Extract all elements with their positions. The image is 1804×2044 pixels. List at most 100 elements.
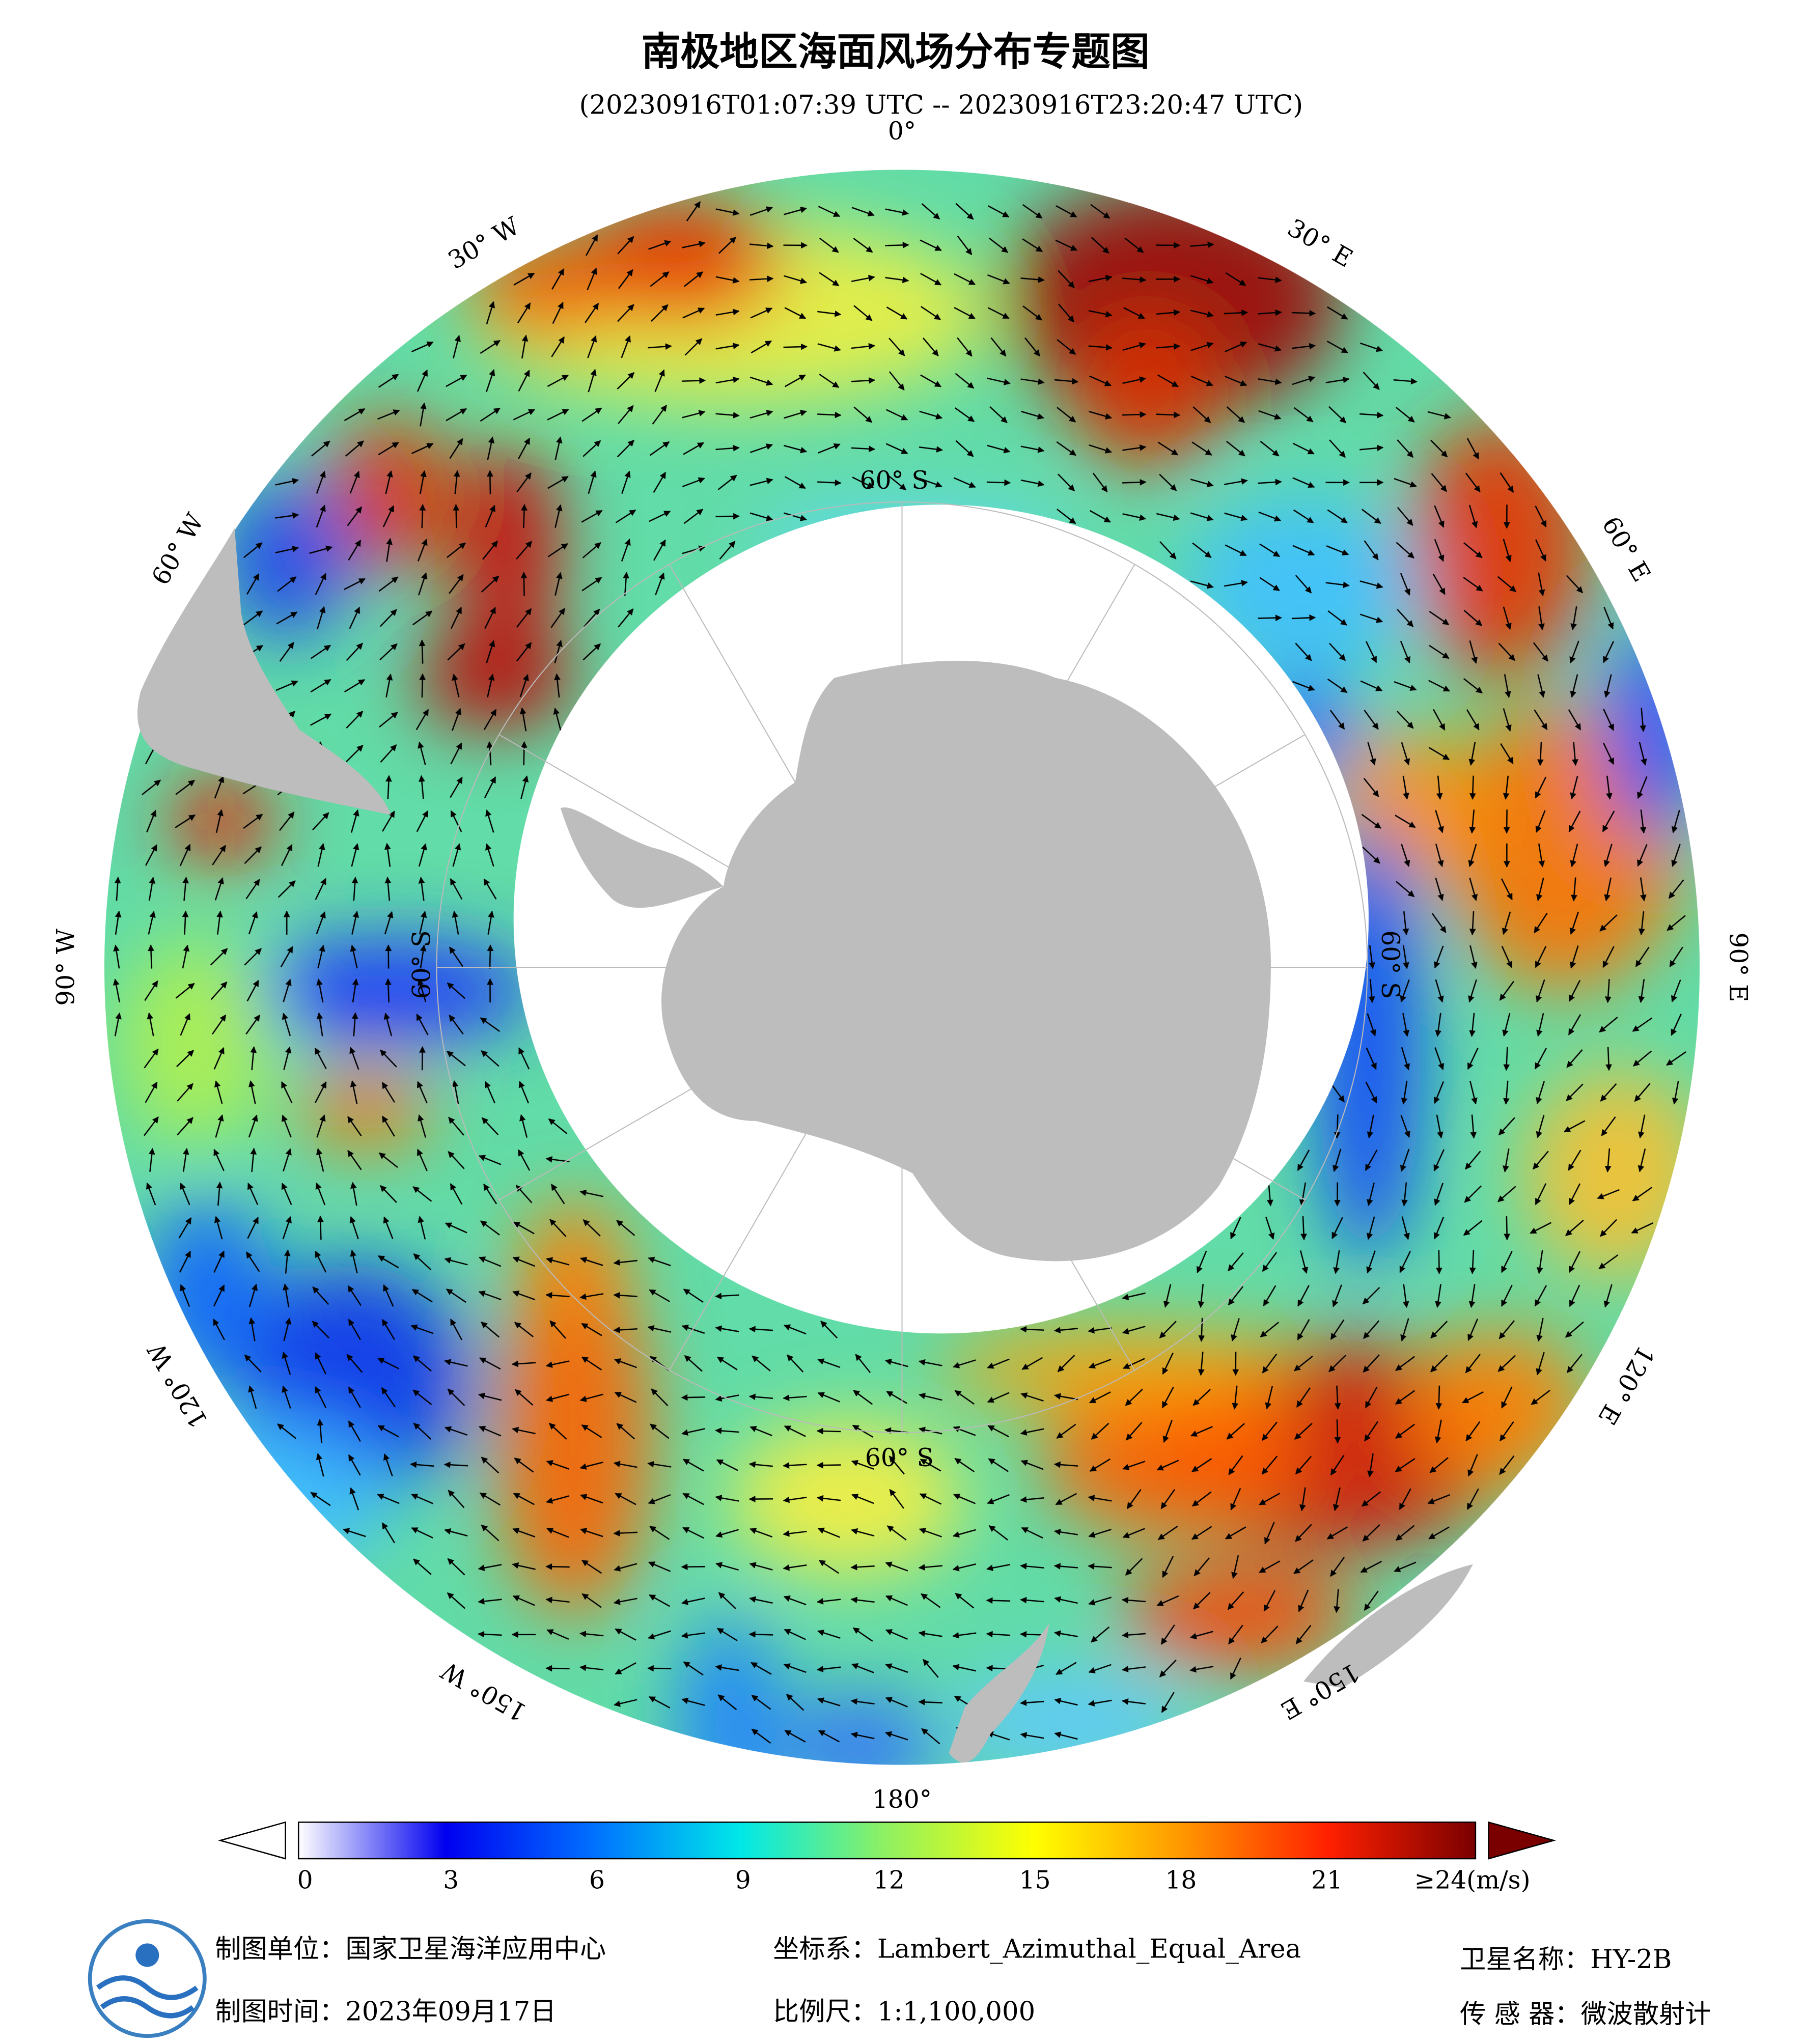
- wind-arrow: [349, 1047, 359, 1070]
- wind-arrow: [350, 944, 358, 969]
- wind-arrow: [483, 1183, 497, 1205]
- wind-arrow: [1196, 1250, 1207, 1273]
- wind-arrow: [1666, 1051, 1686, 1066]
- wind-arrow: [1533, 642, 1548, 662]
- wind-arrow: [716, 1628, 738, 1641]
- wind-arrow: [179, 1250, 191, 1273]
- wind-arrow: [954, 1390, 975, 1405]
- wind-arrow: [1125, 1388, 1143, 1406]
- wind-arrow: [987, 274, 1010, 285]
- wind-arrow: [1497, 1186, 1516, 1202]
- wind-arrow: [1294, 1422, 1313, 1440]
- wind-arrow: [1122, 342, 1146, 351]
- wind-arrow: [351, 1012, 358, 1037]
- wind-arrow: [1126, 1489, 1142, 1509]
- wind-arrow: [885, 409, 908, 421]
- wind-arrow: [1536, 1352, 1545, 1376]
- wind-arrow: [281, 1081, 293, 1104]
- wind-arrow: [1121, 1597, 1146, 1604]
- wind-arrow: [1091, 237, 1109, 254]
- wind-arrow: [1435, 1284, 1441, 1308]
- wind-arrow: [280, 946, 293, 968]
- wind-arrow: [412, 610, 433, 626]
- wind-arrow: [649, 511, 671, 522]
- wind-arrow: [1401, 742, 1410, 766]
- wind-arrow: [1637, 844, 1648, 867]
- wind-arrow: [889, 1489, 904, 1509]
- wind-arrow: [1330, 1557, 1345, 1577]
- wind-arrow: [1401, 1182, 1408, 1207]
- wind-arrow: [550, 1184, 565, 1205]
- wind-arrow: [715, 1529, 739, 1538]
- wind-arrow: [446, 374, 467, 387]
- wind-arrow: [1088, 344, 1113, 351]
- wind-arrow: [1327, 306, 1348, 320]
- wind-arrow: [1605, 1047, 1612, 1071]
- wind-arrow: [148, 877, 156, 901]
- wind-arrow: [315, 1386, 327, 1408]
- wind-arrow: [816, 1495, 841, 1502]
- wind-arrow: [411, 1527, 433, 1538]
- wind-arrow: [919, 1528, 942, 1537]
- wind-arrow: [1498, 642, 1515, 661]
- wind-arrow: [1325, 376, 1350, 383]
- wind-arrow: [1503, 1080, 1510, 1105]
- wind-arrow: [783, 1530, 807, 1537]
- wind-arrow: [1568, 1014, 1581, 1035]
- wind-arrow: [478, 1392, 502, 1401]
- wind-arrow: [648, 343, 672, 350]
- wind-arrow: [653, 539, 666, 561]
- wind-arrow: [1020, 378, 1045, 385]
- wind-arrow: [1568, 1150, 1581, 1171]
- wind-arrow: [351, 911, 359, 935]
- wind-arrow: [445, 1222, 467, 1234]
- wind-arrow: [148, 944, 154, 969]
- wind-arrow: [1399, 1251, 1411, 1273]
- wind-arrow: [244, 948, 262, 966]
- wind-arrow: [784, 1629, 806, 1640]
- wind-arrow: [579, 1462, 603, 1470]
- wind-arrow: [513, 409, 536, 421]
- lat-label: 60° S: [865, 1444, 934, 1472]
- lat-label: 60° S: [860, 466, 929, 495]
- wind-arrow: [1568, 1183, 1581, 1206]
- wind-arrow: [1637, 776, 1648, 799]
- wind-arrow: [1230, 1488, 1241, 1510]
- wind-arrow: [718, 1592, 737, 1609]
- wind-arrow: [955, 440, 974, 457]
- wind-arrow: [988, 237, 1009, 253]
- wind-arrow: [481, 1524, 499, 1542]
- wind-arrow: [1020, 1631, 1044, 1638]
- wind-arrow: [480, 1220, 500, 1236]
- wind-arrow: [1163, 1284, 1172, 1308]
- wind-arrow: [649, 1594, 671, 1607]
- wind-arrow: [1360, 680, 1383, 691]
- wind-arrow: [1332, 1284, 1342, 1307]
- wind-arrow: [518, 1047, 530, 1070]
- wind-arrow: [582, 1219, 601, 1237]
- wind-arrow: [380, 1185, 397, 1203]
- wind-arrow: [783, 1564, 807, 1571]
- wind-arrow: [1193, 1591, 1211, 1610]
- wind-arrow: [1056, 205, 1077, 218]
- wind-arrow: [750, 376, 773, 386]
- wind-arrow: [378, 441, 399, 456]
- wind-arrow: [310, 713, 332, 726]
- wind-arrow: [548, 1422, 567, 1440]
- wind-arrow: [1671, 844, 1681, 867]
- wind-arrow: [1021, 1527, 1043, 1539]
- wind-arrow: [380, 744, 397, 763]
- wind-arrow: [1433, 1217, 1445, 1240]
- wind-arrow: [1569, 911, 1579, 935]
- wind-arrow: [1333, 1250, 1340, 1274]
- wind-arrow: [750, 478, 773, 486]
- wind-arrow: [512, 1256, 535, 1267]
- wind-arrow: [1535, 1183, 1547, 1206]
- wind-arrows: [113, 201, 1686, 1746]
- wind-arrow: [383, 1013, 393, 1037]
- wind-arrow: [1192, 542, 1212, 558]
- shade-patch: [299, 1069, 430, 1147]
- wind-arrow: [519, 1114, 528, 1138]
- wind-arrow: [684, 338, 703, 356]
- shade-patch: [1407, 1329, 1591, 1486]
